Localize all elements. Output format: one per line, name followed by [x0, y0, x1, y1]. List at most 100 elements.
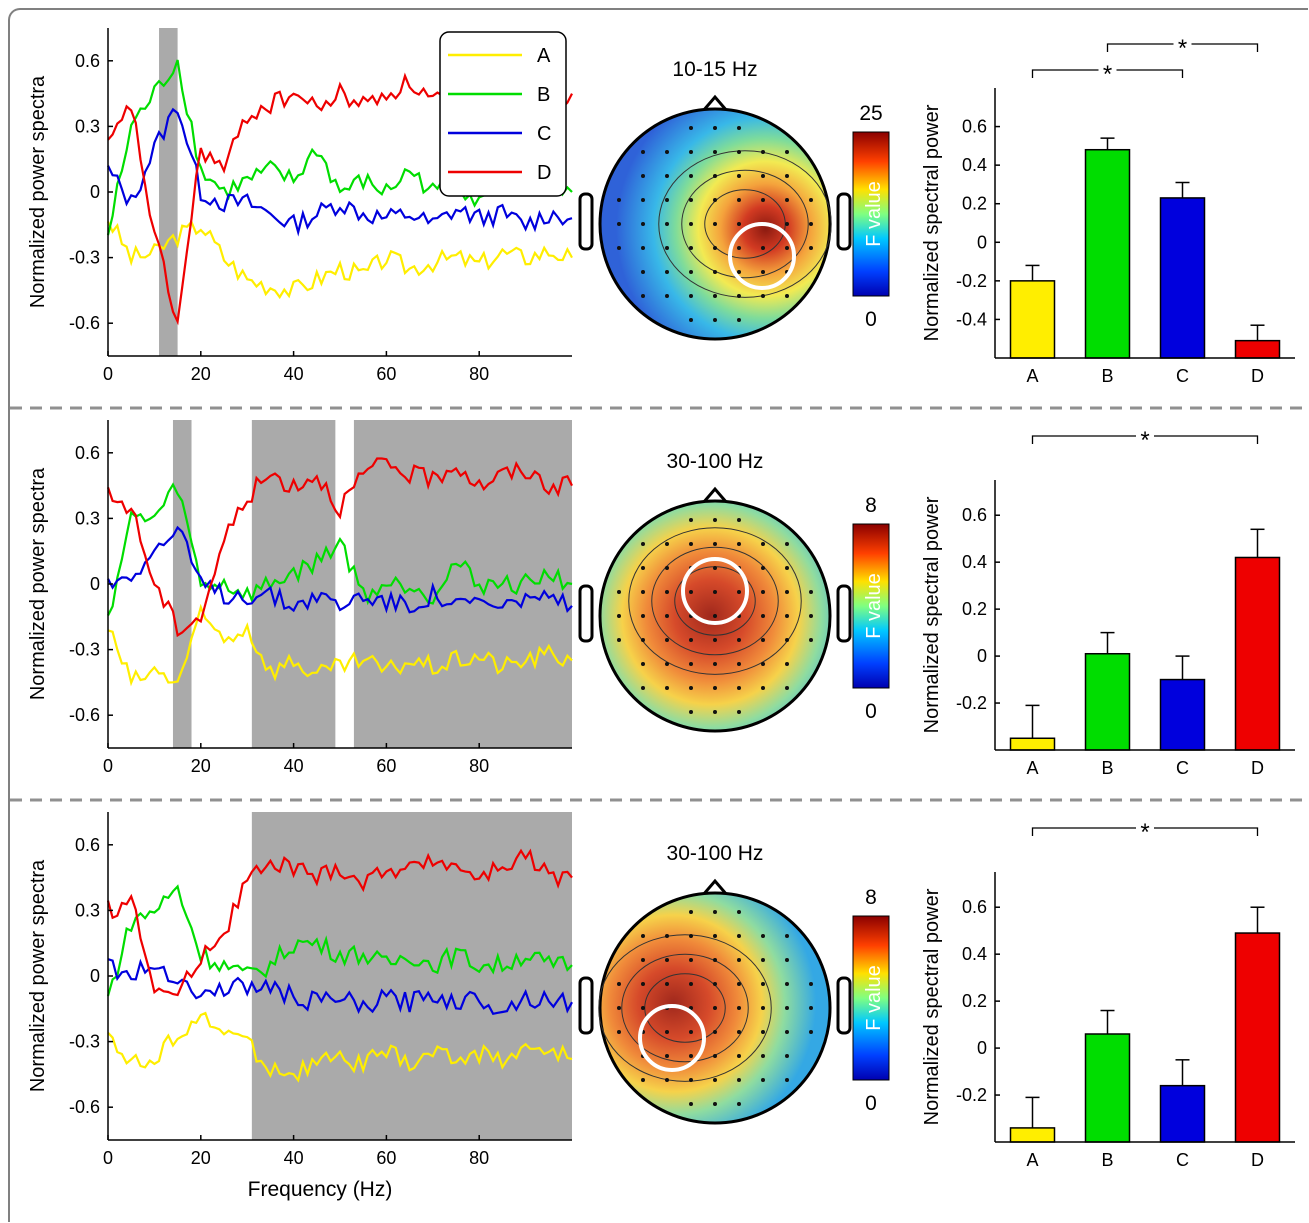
electrode-dot	[689, 518, 693, 522]
colorbar	[852, 915, 890, 1081]
bar-d	[1234, 339, 1281, 359]
significance-star: *	[1140, 819, 1149, 846]
x-tick-label: B	[1101, 758, 1113, 778]
colorbar-min-label: 0	[865, 1092, 877, 1115]
electrode-dot	[761, 958, 765, 962]
electrode-dot	[737, 1006, 741, 1010]
electrode-dot	[761, 174, 765, 178]
electrode-dot	[713, 222, 717, 226]
electrode-dot	[641, 566, 645, 570]
electrode-dot	[713, 614, 717, 618]
electrode-dot	[713, 150, 717, 154]
bar-panel-3: 0.6 0.4 0.2 0 -0.2 -0.4 A B C D Normalized spectra…	[921, 34, 1295, 386]
electrode-dot	[641, 246, 645, 250]
electrode-dot	[665, 222, 669, 226]
bar-a	[1009, 280, 1056, 359]
spectra-panel-1: 0.6 0.3 0 -0.3 -0.6 0 20 40 60 80 Normalized power…	[27, 28, 573, 384]
y-axis-label: Normalized power spectra	[27, 467, 49, 700]
electrode-dot	[761, 1078, 765, 1082]
x-tick-label: 0	[103, 364, 113, 384]
colorbar-min-label: 0	[865, 700, 877, 723]
electrode-dot	[761, 934, 765, 938]
y-tick-label: 0.6	[962, 117, 987, 137]
electrode-dot	[665, 934, 669, 938]
electrode-dot	[665, 150, 669, 154]
significance-gap	[1173, 34, 1192, 50]
x-tick-label: 60	[376, 364, 396, 384]
x-tick-label: 40	[284, 364, 304, 384]
y-tick-label: -0.3	[69, 640, 100, 660]
electrode-dot	[689, 710, 693, 714]
map-title: 30-100 Hz	[667, 842, 764, 865]
significance-gap	[1098, 60, 1117, 76]
electrode-dot	[665, 270, 669, 274]
electrode-dot	[737, 1102, 741, 1106]
electrode-dot	[689, 686, 693, 690]
electrode-dot	[689, 246, 693, 250]
electrode-dot	[785, 222, 789, 226]
electrode-dot	[737, 150, 741, 154]
legend-label: A	[537, 45, 551, 67]
electrode-dot	[617, 222, 621, 226]
x-tick-label: 80	[469, 756, 489, 776]
y-tick-label: 0.6	[75, 443, 100, 463]
y-tick-label: -0.3	[69, 248, 100, 268]
electrode-dot	[785, 662, 789, 666]
electrode-dot	[737, 198, 741, 202]
bar-panel-9: 0.6 0.4 0.2 0 -0.2 A B C D Normalized spectral po…	[921, 818, 1295, 1170]
y-tick-label: 0.6	[75, 51, 100, 71]
electrode-dot	[761, 638, 765, 642]
series-line-d	[106, 848, 573, 997]
electrode-dot	[665, 1030, 669, 1034]
electrode-dot	[713, 1078, 717, 1082]
electrode-dot	[809, 1006, 813, 1010]
electrode-dot	[665, 686, 669, 690]
electrode-dot	[737, 662, 741, 666]
electrode-dot	[713, 294, 717, 298]
y-tick-label: -0.2	[956, 271, 987, 291]
electrode-dot	[785, 246, 789, 250]
contour-line	[658, 150, 832, 298]
electrode-dot	[689, 982, 693, 986]
electrode-dot	[689, 958, 693, 962]
y-tick-label: 0.3	[75, 900, 100, 920]
x-tick-label: 40	[284, 1148, 304, 1168]
electrode-dot	[809, 1030, 813, 1034]
electrode-dot	[641, 686, 645, 690]
electrode-dot	[689, 1102, 693, 1106]
electrode-dot	[689, 270, 693, 274]
roi-circle	[728, 222, 796, 290]
electrode-dot	[737, 1078, 741, 1082]
electrode-dot	[713, 710, 717, 714]
scalp-map-panel-2: 10-15 Hz 25 0 F value	[578, 58, 890, 341]
electrode-dot	[641, 150, 645, 154]
x-tick-label: 0	[103, 756, 113, 776]
electrode-dot	[761, 614, 765, 618]
x-tick-label: 80	[469, 1148, 489, 1168]
electrode-dot	[785, 1006, 789, 1010]
highlight-band-1	[159, 28, 178, 356]
electrode-dot	[665, 1054, 669, 1058]
electrode-dot	[617, 982, 621, 986]
electrode-dot	[641, 174, 645, 178]
x-tick-label: C	[1176, 1150, 1189, 1170]
x-axis-label: Frequency (Hz)	[248, 1178, 393, 1201]
significance-gap	[1136, 818, 1154, 834]
electrode-dot	[761, 198, 765, 202]
electrode-dot	[761, 150, 765, 154]
electrode-dot	[761, 1030, 765, 1034]
bar-d	[1234, 932, 1281, 1143]
electrode-dot	[737, 910, 741, 914]
electrode-dot	[713, 246, 717, 250]
electrode-dot	[689, 662, 693, 666]
electrode-dot	[665, 198, 669, 202]
legend-label: C	[537, 123, 551, 145]
electrode-dot	[785, 686, 789, 690]
electrode-dot	[689, 294, 693, 298]
y-tick-label: 0.4	[962, 552, 987, 572]
x-tick-label: A	[1026, 366, 1038, 386]
y-tick-label: 0.6	[75, 835, 100, 855]
bar-b	[1084, 148, 1131, 359]
electrode-dot	[761, 246, 765, 250]
electrode-dot	[713, 174, 717, 178]
